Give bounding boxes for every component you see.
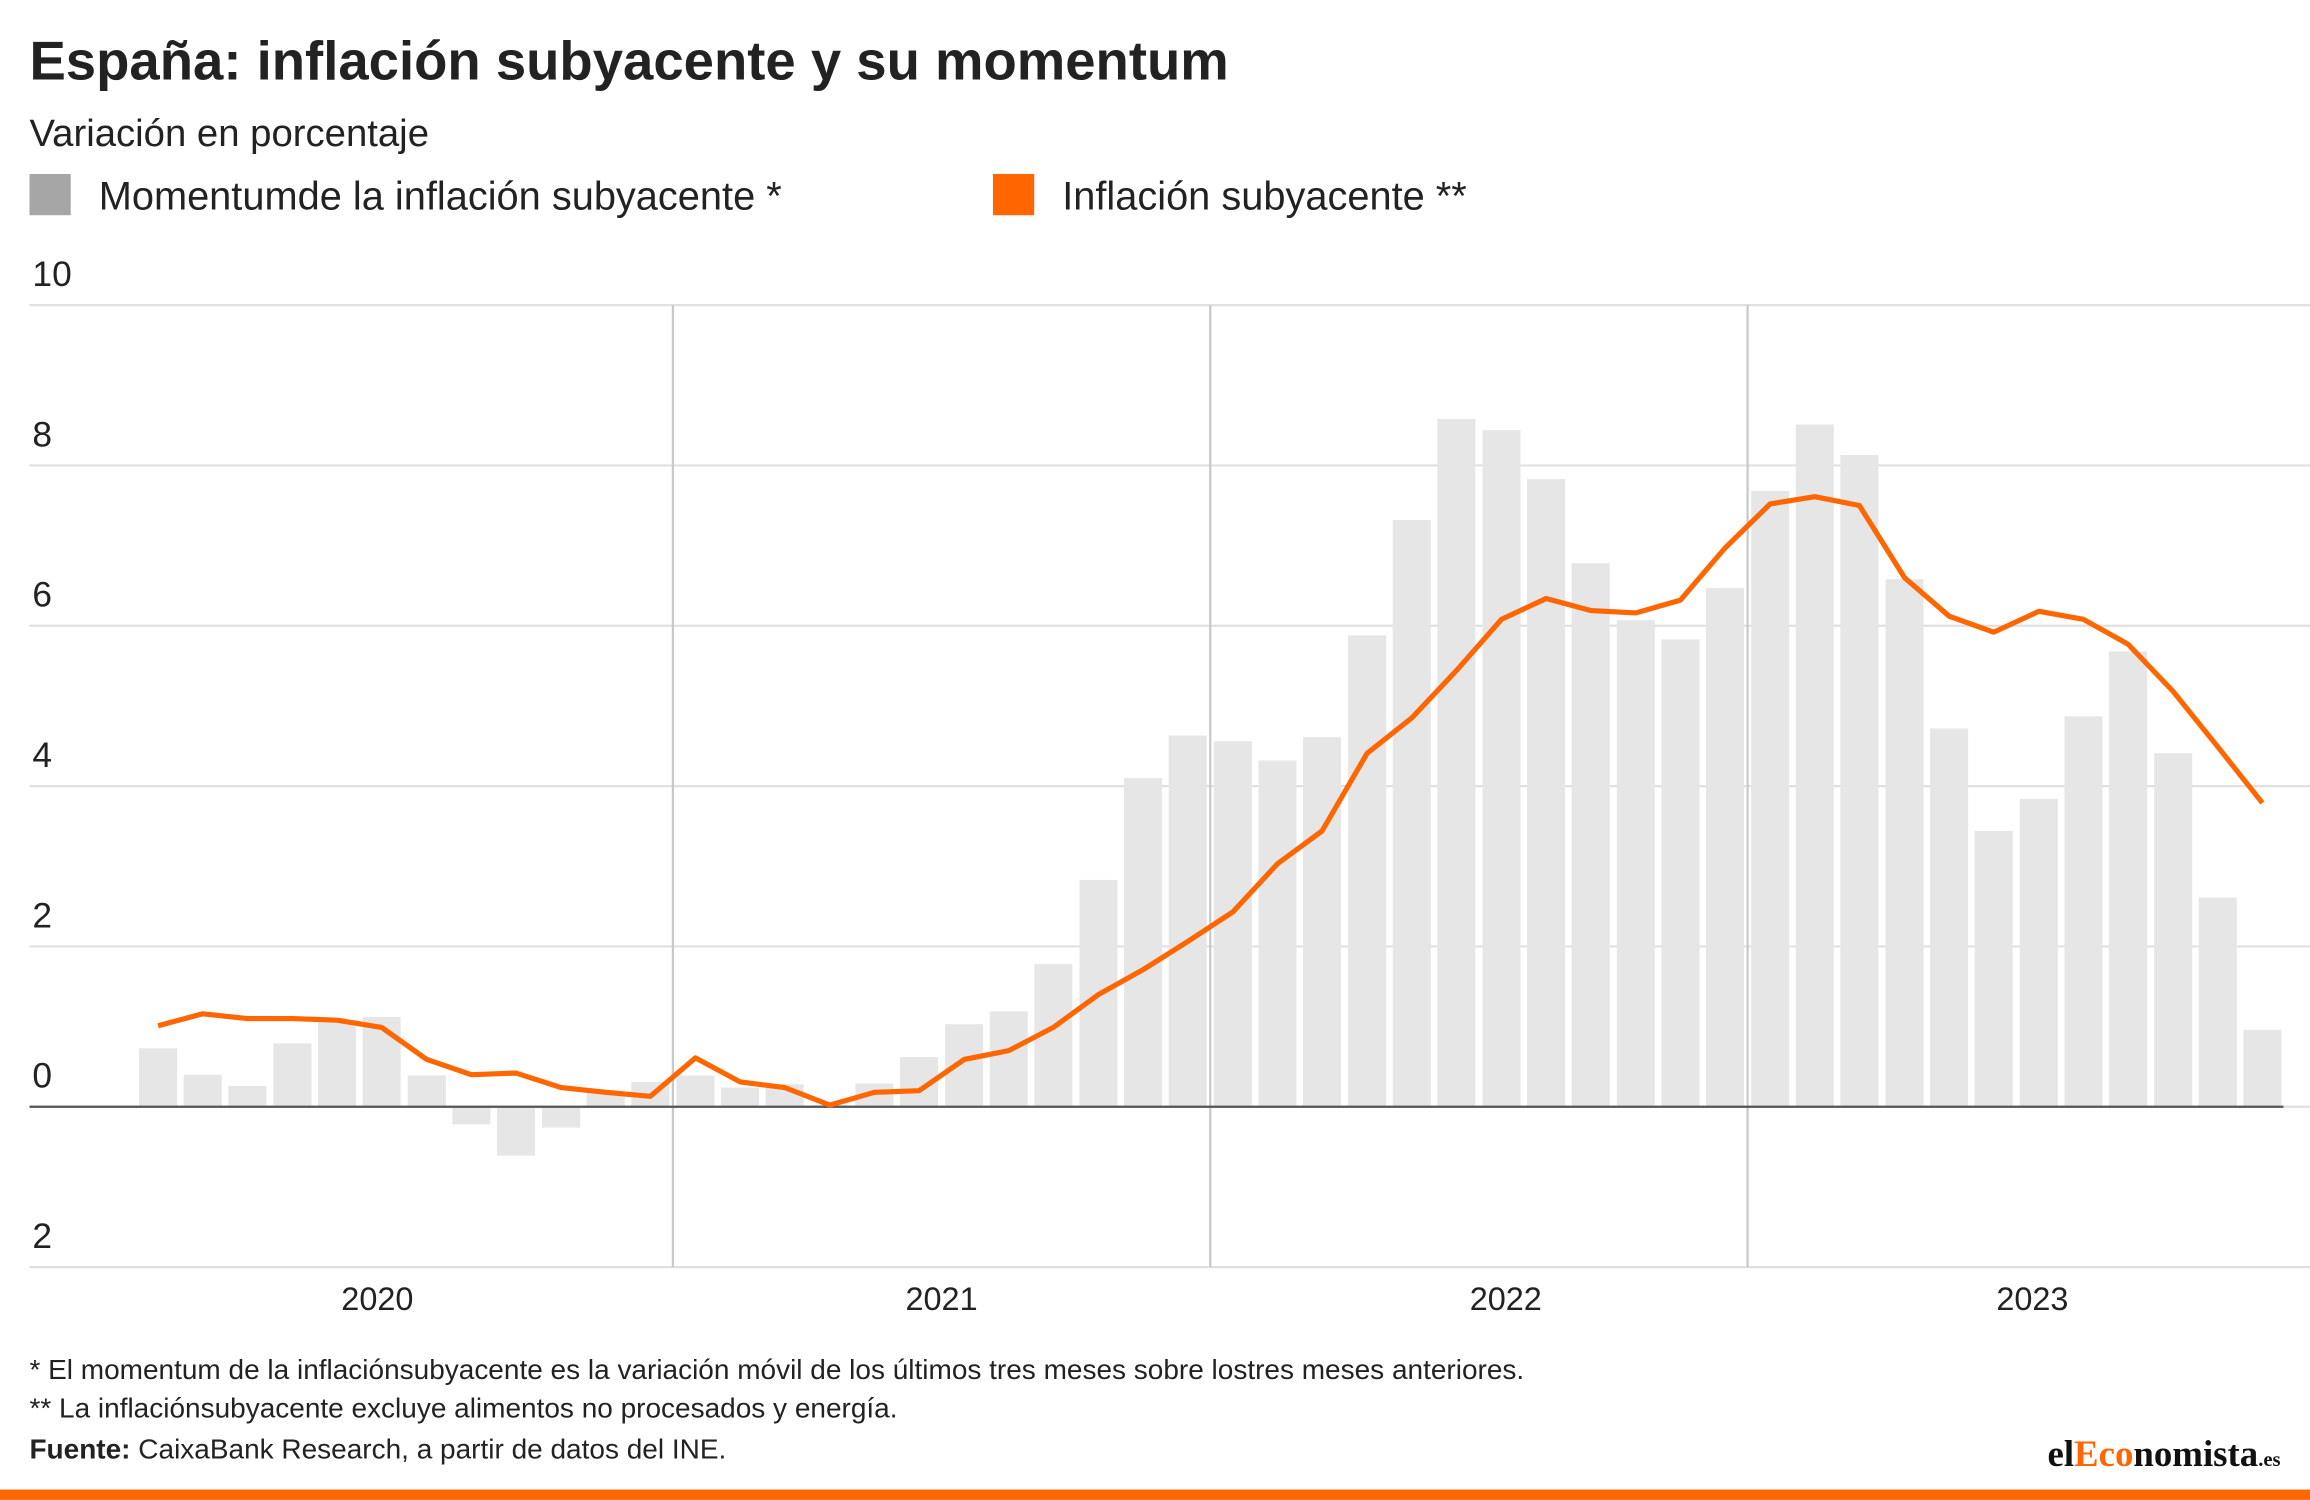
legend-swatch: [992, 173, 1035, 216]
bar: [1751, 491, 1790, 1107]
bar: [228, 1085, 267, 1107]
bar: [362, 1016, 401, 1107]
bar: [273, 1043, 312, 1107]
bar: [1124, 778, 1163, 1107]
bar: [1392, 519, 1431, 1107]
chart-title: España: inflación subyacente y su moment…: [29, 31, 1228, 92]
bar: [855, 1083, 894, 1107]
bar: [1348, 635, 1387, 1107]
bar: [1168, 735, 1207, 1107]
note: * El momentum de la inflaciónsubyacente …: [29, 1354, 1524, 1385]
bar: [1661, 639, 1700, 1107]
bar: [452, 1106, 491, 1125]
x-tick-label: 2023: [1996, 1281, 2068, 1317]
bar: [2019, 798, 2058, 1107]
y-tick-label: 10: [32, 255, 71, 294]
bar: [1974, 830, 2013, 1107]
y-tick-label: 8: [32, 415, 52, 454]
bottom-bar: [0, 1489, 2310, 1500]
bar: [1616, 620, 1655, 1107]
bar: [676, 1075, 715, 1107]
bar: [1795, 424, 1834, 1107]
source-label: Fuente:: [29, 1434, 130, 1465]
bar: [1213, 741, 1252, 1107]
source: Fuente: CaixaBank Research, a partir de …: [29, 1434, 726, 1465]
bar: [139, 1048, 178, 1107]
bar: [1706, 588, 1745, 1107]
legend-swatch: [29, 173, 71, 216]
x-tick-label: 2021: [906, 1281, 978, 1317]
x-tick-label: 2022: [1470, 1281, 1542, 1317]
logo: elEconomista.es: [2047, 1433, 2280, 1474]
logo-part: Eco: [2074, 1433, 2133, 1474]
logo-part: nomista: [2133, 1433, 2258, 1474]
bar: [496, 1106, 536, 1156]
chart-subtitle: Variación en porcentaje: [29, 112, 429, 155]
bar: [1302, 737, 1342, 1107]
bar: [989, 1011, 1028, 1107]
bar: [1840, 455, 1879, 1107]
bar: [183, 1074, 222, 1107]
bar: [2243, 1029, 2282, 1107]
bar: [2064, 716, 2103, 1107]
bar: [2154, 753, 2193, 1107]
bar: [1437, 418, 1476, 1107]
line: [157, 494, 2265, 1108]
bar: [1258, 760, 1297, 1107]
y-tick-label: 0: [32, 1057, 52, 1096]
y-tick-label: 6: [32, 576, 52, 615]
bar: [1571, 563, 1610, 1107]
bar: [1885, 579, 1924, 1107]
bar: [2198, 897, 2237, 1107]
y-tick-label: 4: [32, 736, 52, 775]
y-tick-label: 2: [32, 1217, 52, 1256]
y-tick-label: 2: [32, 896, 52, 935]
logo-part: .es: [2258, 1449, 2280, 1471]
x-tick-label: 2020: [341, 1281, 413, 1317]
bar: [542, 1106, 581, 1128]
bar: [318, 1020, 357, 1107]
legend-label: Inflación subyacente **: [1062, 174, 1467, 218]
logo-part: el: [2047, 1433, 2074, 1474]
note: ** La inflaciónsubyacente excluye alimen…: [29, 1392, 897, 1423]
legend-label: Momentumde la inflación subyacente *: [99, 174, 782, 218]
bar: [1527, 479, 1566, 1107]
source-text: CaixaBank Research, a partir de datos de…: [138, 1434, 726, 1465]
bar: [945, 1024, 984, 1107]
bar: [2109, 651, 2148, 1107]
bar: [721, 1087, 760, 1107]
bar: [1930, 728, 1969, 1107]
bar: [407, 1075, 446, 1107]
bar: [1482, 430, 1521, 1107]
